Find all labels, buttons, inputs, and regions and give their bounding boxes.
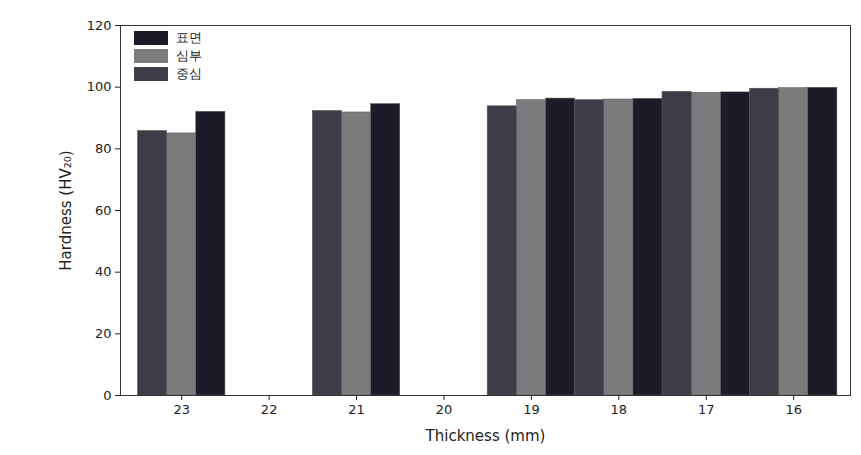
- svg-text:16: 16: [785, 402, 802, 417]
- html-text:표면: 표면: [176, 30, 202, 45]
- svg-text:20: 20: [436, 402, 453, 417]
- svg-text:80: 80: [95, 141, 112, 156]
- svg-text:18: 18: [611, 402, 628, 417]
- svg-text:60: 60: [95, 203, 112, 218]
- svg-text:120: 120: [87, 18, 112, 33]
- svg-text:23: 23: [173, 402, 190, 417]
- svg-text:20: 20: [95, 326, 112, 341]
- svg-text:100: 100: [87, 79, 112, 94]
- html-text:중심: 중심: [176, 66, 202, 81]
- svg-text:19: 19: [523, 402, 540, 417]
- svg-text:22: 22: [261, 402, 278, 417]
- html-text:심부: 심부: [176, 48, 202, 63]
- svg-text:Thickness (mm): Thickness (mm): [425, 427, 546, 445]
- svg-text:17: 17: [698, 402, 715, 417]
- svg-text:21: 21: [348, 402, 365, 417]
- svg-text:Hardness (HV₂₀): Hardness (HV₂₀): [57, 150, 75, 270]
- svg-text:40: 40: [95, 264, 112, 279]
- svg-text:0: 0: [103, 388, 111, 403]
